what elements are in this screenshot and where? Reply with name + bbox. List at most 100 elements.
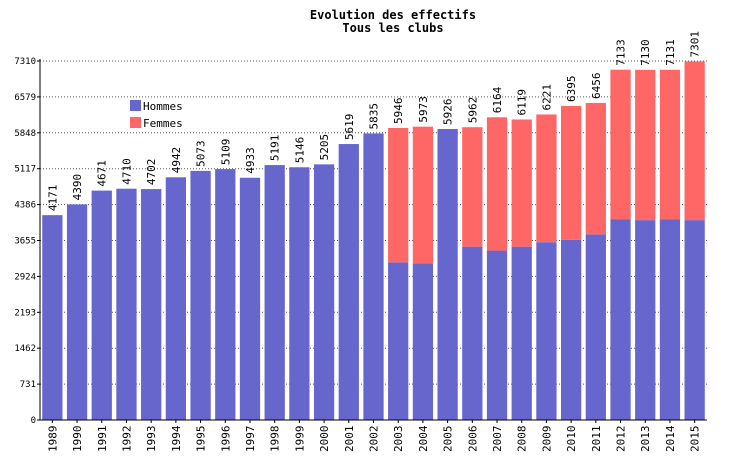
x-tick-label: 1995 bbox=[195, 426, 208, 453]
bar-hommes-2008 bbox=[511, 246, 532, 420]
data-label: 4390 bbox=[71, 174, 84, 201]
y-tick-label: 2193 bbox=[14, 308, 36, 318]
data-label: 6221 bbox=[540, 84, 553, 111]
x-tick-label: 1990 bbox=[71, 426, 84, 453]
bar-hommes-1992 bbox=[116, 188, 137, 420]
data-labels: 4171 4390 4671 4710 4702 4942 5073 5109 4933 5191… bbox=[46, 31, 701, 211]
data-label: 5973 bbox=[417, 96, 430, 123]
y-tick-label: 0 bbox=[31, 416, 36, 426]
bar-femmes-2012 bbox=[610, 69, 631, 220]
x-tick-label: 2004 bbox=[417, 425, 430, 452]
data-label: 6395 bbox=[565, 75, 578, 102]
bar-hommes-2013 bbox=[635, 220, 656, 420]
data-label: 4171 bbox=[46, 185, 59, 212]
data-label: 5946 bbox=[392, 97, 405, 124]
chart-title: Evolution des effectifs bbox=[310, 8, 476, 22]
x-tick-label: 2000 bbox=[318, 426, 331, 453]
bar-hommes-1989 bbox=[42, 215, 63, 420]
bars bbox=[42, 61, 705, 420]
bar-hommes-1999 bbox=[289, 167, 310, 420]
bar-femmes-2015 bbox=[684, 61, 705, 221]
data-label: 5205 bbox=[318, 134, 331, 161]
x-tick-label: 2005 bbox=[442, 426, 455, 453]
y-tick-label: 5117 bbox=[14, 165, 36, 175]
bar-hommes-1994 bbox=[165, 177, 186, 420]
bar-femmes-2006 bbox=[462, 127, 483, 247]
y-tick-labels: 0 731 1462 2193 2924 3655 4386 5117 5848 6579 7310 bbox=[14, 57, 40, 426]
bar-hommes-2001 bbox=[338, 144, 359, 420]
bar-femmes-2011 bbox=[585, 102, 606, 235]
y-tick-label: 5848 bbox=[14, 129, 36, 139]
bar-femmes-2013 bbox=[635, 69, 656, 221]
bar-hommes-2011 bbox=[585, 234, 606, 420]
bar-hommes-2009 bbox=[536, 242, 557, 420]
chart-subtitle: Tous les clubs bbox=[342, 21, 443, 35]
data-label: 6164 bbox=[491, 86, 504, 113]
data-label: 7130 bbox=[639, 39, 652, 66]
bar-hommes-1996 bbox=[215, 169, 236, 420]
bar-hommes-2004 bbox=[412, 263, 434, 420]
data-label: 5962 bbox=[466, 97, 479, 124]
bar-femmes-2007 bbox=[486, 117, 508, 251]
y-tick-label: 3655 bbox=[14, 237, 36, 247]
y-tick-label: 6579 bbox=[14, 93, 36, 103]
bar-hommes-1995 bbox=[190, 170, 211, 420]
x-tick-label: 2009 bbox=[540, 426, 553, 453]
legend-swatch-femmes bbox=[130, 117, 141, 128]
x-tick-label: 1993 bbox=[145, 426, 158, 453]
bar-hommes-2002 bbox=[363, 133, 384, 420]
bar-hommes-2015 bbox=[684, 220, 705, 420]
x-tick-label: 1989 bbox=[46, 426, 59, 453]
bar-hommes-2010 bbox=[561, 239, 582, 420]
x-tick-label: 2001 bbox=[343, 426, 356, 453]
bar-hommes-1997 bbox=[239, 177, 261, 420]
x-tick-label: 2003 bbox=[392, 426, 405, 453]
legend-swatch-hommes bbox=[130, 100, 141, 111]
data-label: 4933 bbox=[244, 147, 257, 174]
data-label: 5073 bbox=[195, 140, 208, 167]
y-tick-label: 731 bbox=[20, 380, 36, 390]
x-tick-label: 1999 bbox=[293, 426, 306, 453]
data-label: 6119 bbox=[516, 89, 529, 116]
data-label: 6456 bbox=[590, 72, 603, 99]
x-tick-label: 2006 bbox=[466, 426, 479, 453]
data-label: 5926 bbox=[442, 98, 455, 125]
y-tick-label: 7310 bbox=[14, 57, 36, 67]
x-tick-label: 1992 bbox=[120, 426, 133, 453]
bar-femmes-2010 bbox=[561, 105, 582, 240]
data-label: 4710 bbox=[120, 158, 133, 185]
data-label: 5146 bbox=[293, 137, 306, 164]
x-tick-label: 2011 bbox=[590, 426, 603, 453]
y-tick-label: 2924 bbox=[14, 272, 36, 282]
data-label: 7301 bbox=[689, 31, 702, 58]
data-label: 4671 bbox=[96, 160, 109, 187]
x-tick-label: 1996 bbox=[219, 426, 232, 453]
x-tick-label: 1991 bbox=[96, 426, 109, 453]
bar-femmes-2004 bbox=[412, 126, 434, 264]
data-label: 7131 bbox=[664, 39, 677, 66]
bar-hommes-1991 bbox=[91, 190, 112, 420]
bar-hommes-1990 bbox=[66, 204, 88, 420]
x-tick-label: 2014 bbox=[664, 425, 677, 452]
data-label: 7133 bbox=[615, 39, 628, 66]
x-tick-label: 2013 bbox=[639, 426, 652, 453]
x-tick-label: 2010 bbox=[565, 426, 578, 453]
bar-hommes-2012 bbox=[610, 219, 631, 420]
x-tick-label: 2012 bbox=[615, 426, 628, 453]
x-tick-label: 1994 bbox=[170, 425, 183, 452]
x-tick-label: 2008 bbox=[516, 426, 529, 453]
x-tick-label: 1997 bbox=[244, 426, 257, 453]
bar-femmes-2014 bbox=[659, 69, 681, 220]
bar-hommes-2003 bbox=[388, 262, 409, 420]
bar-femmes-2008 bbox=[511, 119, 532, 247]
data-label: 5835 bbox=[368, 103, 381, 130]
y-tick-label: 4386 bbox=[14, 201, 36, 211]
bar-hommes-2006 bbox=[462, 246, 483, 420]
bar-femmes-2009 bbox=[536, 114, 557, 243]
data-label: 5619 bbox=[343, 114, 356, 141]
data-label: 5191 bbox=[269, 135, 282, 162]
x-tick-label: 2015 bbox=[689, 426, 702, 453]
data-label: 4942 bbox=[170, 147, 183, 174]
x-tick-label: 2002 bbox=[368, 426, 381, 453]
